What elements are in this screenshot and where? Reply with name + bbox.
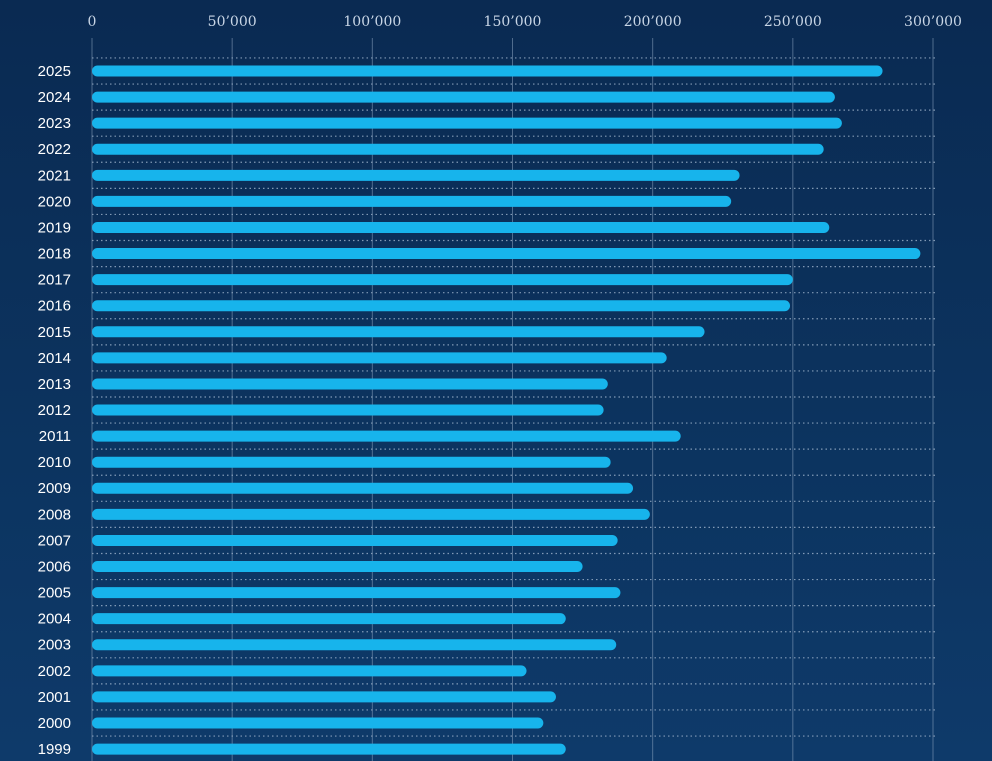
bar bbox=[92, 561, 583, 573]
bar bbox=[92, 717, 544, 729]
bar bbox=[92, 456, 611, 468]
y-tick-label: 2005 bbox=[38, 585, 71, 602]
bar bbox=[92, 117, 842, 129]
bar bbox=[92, 508, 650, 520]
y-tick-label: 2014 bbox=[38, 350, 71, 367]
y-tick-label: 2009 bbox=[38, 480, 71, 497]
y-tick-label: 2006 bbox=[38, 558, 71, 575]
x-tick-label: 200’000 bbox=[624, 14, 682, 30]
bar bbox=[92, 65, 883, 77]
y-tick-label: 2016 bbox=[38, 298, 71, 315]
x-tick-label: 250’000 bbox=[764, 14, 822, 30]
x-tick-label: 100’000 bbox=[343, 14, 401, 30]
bar bbox=[92, 143, 824, 155]
x-tick-label: 0 bbox=[88, 14, 97, 30]
bar bbox=[92, 691, 556, 703]
y-tick-label: 2003 bbox=[38, 637, 71, 654]
bar bbox=[92, 404, 604, 416]
bar bbox=[92, 534, 618, 546]
bar bbox=[92, 91, 835, 103]
y-tick-label: 2013 bbox=[38, 376, 71, 393]
y-tick-label: 1999 bbox=[38, 741, 71, 758]
bar bbox=[92, 587, 621, 599]
x-tick-label: 150’000 bbox=[484, 14, 542, 30]
bar bbox=[92, 613, 566, 625]
y-tick-label: 2011 bbox=[39, 428, 71, 445]
y-tick-label: 2012 bbox=[38, 402, 71, 419]
y-tick-label: 2001 bbox=[38, 689, 71, 706]
bar bbox=[92, 482, 634, 494]
y-tick-label: 2018 bbox=[38, 246, 71, 263]
bar bbox=[92, 300, 791, 312]
bar bbox=[92, 169, 740, 181]
y-tick-label: 2019 bbox=[38, 219, 71, 236]
y-tick-label: 2024 bbox=[38, 89, 71, 106]
y-tick-label: 2025 bbox=[38, 63, 71, 80]
y-tick-label: 2000 bbox=[38, 715, 71, 732]
y-tick-label: 2021 bbox=[38, 167, 71, 184]
bar bbox=[92, 665, 527, 677]
y-tick-label: 2007 bbox=[38, 532, 71, 549]
x-tick-label: 50’000 bbox=[208, 14, 257, 30]
bar bbox=[92, 352, 667, 364]
x-tick-label: 300’000 bbox=[904, 14, 962, 30]
bar bbox=[92, 221, 830, 233]
bar bbox=[92, 195, 732, 207]
y-tick-label: 2017 bbox=[38, 272, 71, 289]
bar bbox=[92, 743, 566, 755]
bar bbox=[92, 248, 921, 260]
y-tick-label: 2004 bbox=[38, 611, 71, 628]
y-tick-label: 2010 bbox=[38, 454, 71, 471]
y-tick-label: 2015 bbox=[38, 324, 71, 341]
y-tick-label: 2023 bbox=[38, 115, 71, 132]
bar bbox=[92, 430, 681, 442]
bar bbox=[92, 326, 705, 338]
y-tick-label: 2008 bbox=[38, 506, 71, 523]
bar bbox=[92, 274, 793, 286]
y-tick-label: 2002 bbox=[38, 663, 71, 680]
bar bbox=[92, 378, 608, 390]
bar bbox=[92, 639, 617, 651]
y-tick-label: 2020 bbox=[38, 193, 71, 210]
y-tick-label: 2022 bbox=[38, 141, 71, 158]
